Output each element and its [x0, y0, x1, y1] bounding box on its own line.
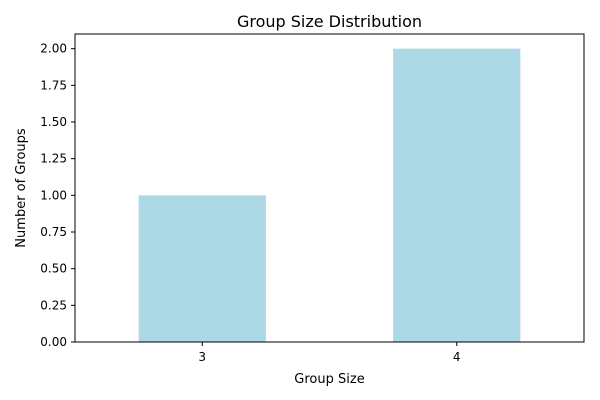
y-tick-label-0: 0.00: [40, 335, 67, 349]
y-axis: 0.00 0.25 0.50 0.75 1.00 1.25 1.50 1.75 2.00: [40, 42, 75, 349]
chart-title: Group Size Distribution: [237, 12, 422, 31]
x-axis-label: Group Size: [294, 372, 364, 387]
y-tick-label-1: 0.25: [40, 298, 67, 312]
plot-frame: [74, 33, 585, 343]
y-tick-label-2: 0.50: [40, 262, 67, 276]
bars-layer: [138, 48, 521, 343]
y-tick-label-7: 1.75: [40, 78, 67, 92]
bar-3: [138, 195, 266, 342]
x-tick-label-3: 3: [198, 350, 206, 364]
y-tick-label-8: 2.00: [40, 42, 67, 56]
y-tick-label-5: 1.25: [40, 152, 67, 166]
bar-4: [393, 48, 521, 343]
x-tick-label-4: 4: [453, 350, 461, 364]
y-axis-label: Number of Groups: [14, 128, 29, 248]
y-tick-label-6: 1.50: [40, 115, 67, 129]
y-tick-label-3: 0.75: [40, 225, 67, 239]
y-tick-label-4: 1.00: [40, 188, 67, 202]
